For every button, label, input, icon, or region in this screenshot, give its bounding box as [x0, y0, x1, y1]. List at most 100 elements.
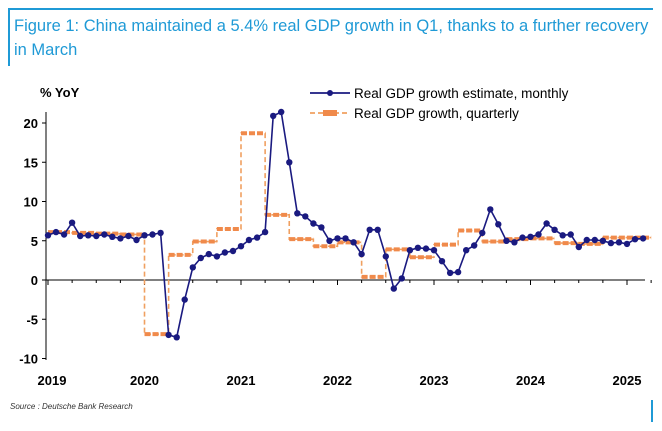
monthly-point: [366, 226, 373, 233]
monthly-point: [261, 228, 269, 236]
legend-quarterly-marker: [323, 110, 337, 116]
monthly-point: [350, 239, 357, 246]
monthly-point: [93, 232, 100, 240]
monthly-point: [205, 250, 212, 258]
monthly-point: [438, 258, 446, 265]
monthly-point: [422, 245, 430, 252]
monthly-point: [173, 334, 180, 341]
x-tick-label: 2025: [613, 373, 642, 388]
figure-title: Figure 1: China maintained a 5.4% real G…: [14, 17, 649, 59]
monthly-point: [406, 247, 414, 254]
monthly-point: [358, 250, 365, 258]
monthly-point: [133, 236, 140, 244]
monthly-point: [310, 220, 317, 227]
x-tick-label: 2022: [323, 373, 352, 388]
monthly-point: [85, 232, 92, 239]
axes: -10 -5 0 5 10 15 20 2019 2020 2021 2022 2023 2024 202…: [19, 112, 652, 388]
monthly-point: [454, 268, 462, 276]
x-tick-label: 2021: [227, 373, 256, 388]
legend-monthly-label: Real GDP growth estimate, monthly: [354, 86, 569, 101]
legend-monthly-marker: [327, 90, 333, 96]
monthly-point: [221, 249, 229, 256]
monthly-point: [237, 243, 245, 250]
monthly-point: [639, 235, 647, 242]
monthly-point: [157, 229, 164, 237]
monthly-point: [101, 231, 108, 238]
monthly-point: [398, 275, 405, 282]
monthly-point: [446, 269, 454, 277]
y-tick-label: 0: [31, 273, 38, 288]
monthly-point: [197, 254, 204, 262]
x-tick-label: 2019: [38, 373, 67, 388]
monthly-point: [342, 235, 349, 242]
monthly-point: [503, 237, 510, 244]
monthly-point: [583, 236, 590, 244]
monthly-point: [615, 239, 623, 246]
frame-right-border: [651, 400, 653, 422]
monthly-point: [189, 264, 196, 271]
monthly-point: [479, 229, 486, 237]
monthly-point: [559, 232, 566, 239]
monthly-point: [125, 232, 132, 240]
monthly-point: [382, 253, 389, 260]
y-tick-label: 10: [24, 195, 38, 210]
monthly-point: [109, 233, 116, 240]
monthly-point: [334, 235, 341, 242]
monthly-line: [47, 110, 644, 339]
monthly-point: [519, 234, 526, 241]
monthly-point: [575, 243, 582, 251]
x-tick-label: 2020: [130, 373, 159, 388]
monthly-point: [286, 159, 293, 166]
monthly-point: [229, 247, 237, 255]
monthly-point: [623, 240, 631, 248]
monthly-point: [326, 237, 333, 244]
monthly-point: [302, 213, 309, 220]
monthly-point: [567, 231, 574, 238]
monthly-point: [60, 231, 68, 238]
source-note: Source : Deutsche Bank Research: [10, 402, 133, 411]
monthly-point: [535, 231, 542, 238]
monthly-point: [294, 210, 301, 217]
monthly-point: [270, 112, 277, 120]
y-tick-label: -5: [26, 312, 38, 327]
y-axis-label: % YoY: [40, 85, 80, 100]
y-tick-label: -10: [19, 352, 38, 367]
monthly-point: [591, 236, 598, 244]
monthly-point: [511, 239, 518, 246]
monthly-point: [471, 242, 478, 249]
monthly-point: [430, 247, 438, 254]
monthly-point: [77, 232, 84, 240]
monthly-point: [463, 247, 470, 254]
monthly-point: [414, 244, 422, 251]
monthly-point: [599, 237, 607, 244]
monthly-point: [543, 220, 550, 227]
monthly-point: [117, 235, 124, 242]
monthly-point: [165, 331, 172, 339]
monthly-point: [141, 232, 148, 239]
legend: Real GDP growth estimate, monthly Real G…: [310, 86, 569, 121]
monthly-point: [149, 231, 156, 238]
monthly-point: [52, 228, 60, 236]
frame-left-border: [8, 8, 10, 66]
monthly-point: [245, 236, 253, 244]
monthly-point: [495, 221, 502, 228]
monthly-point: [253, 234, 261, 241]
monthly-point: [278, 108, 285, 116]
monthly-point: [631, 236, 639, 243]
monthly-point: [390, 285, 397, 292]
monthly-point: [68, 219, 76, 226]
monthly-point: [44, 232, 52, 239]
x-tick-label: 2024: [516, 373, 546, 388]
monthly-series: [44, 108, 647, 341]
monthly-point: [213, 253, 221, 260]
monthly-point: [527, 233, 534, 240]
monthly-point: [374, 226, 381, 233]
monthly-point: [551, 226, 558, 233]
frame-top-border: [8, 8, 653, 10]
y-tick-label: 5: [31, 234, 38, 249]
monthly-point: [181, 296, 188, 303]
y-tick-label: 15: [24, 155, 38, 170]
y-tick-label: 20: [24, 116, 38, 131]
monthly-point: [487, 206, 494, 213]
